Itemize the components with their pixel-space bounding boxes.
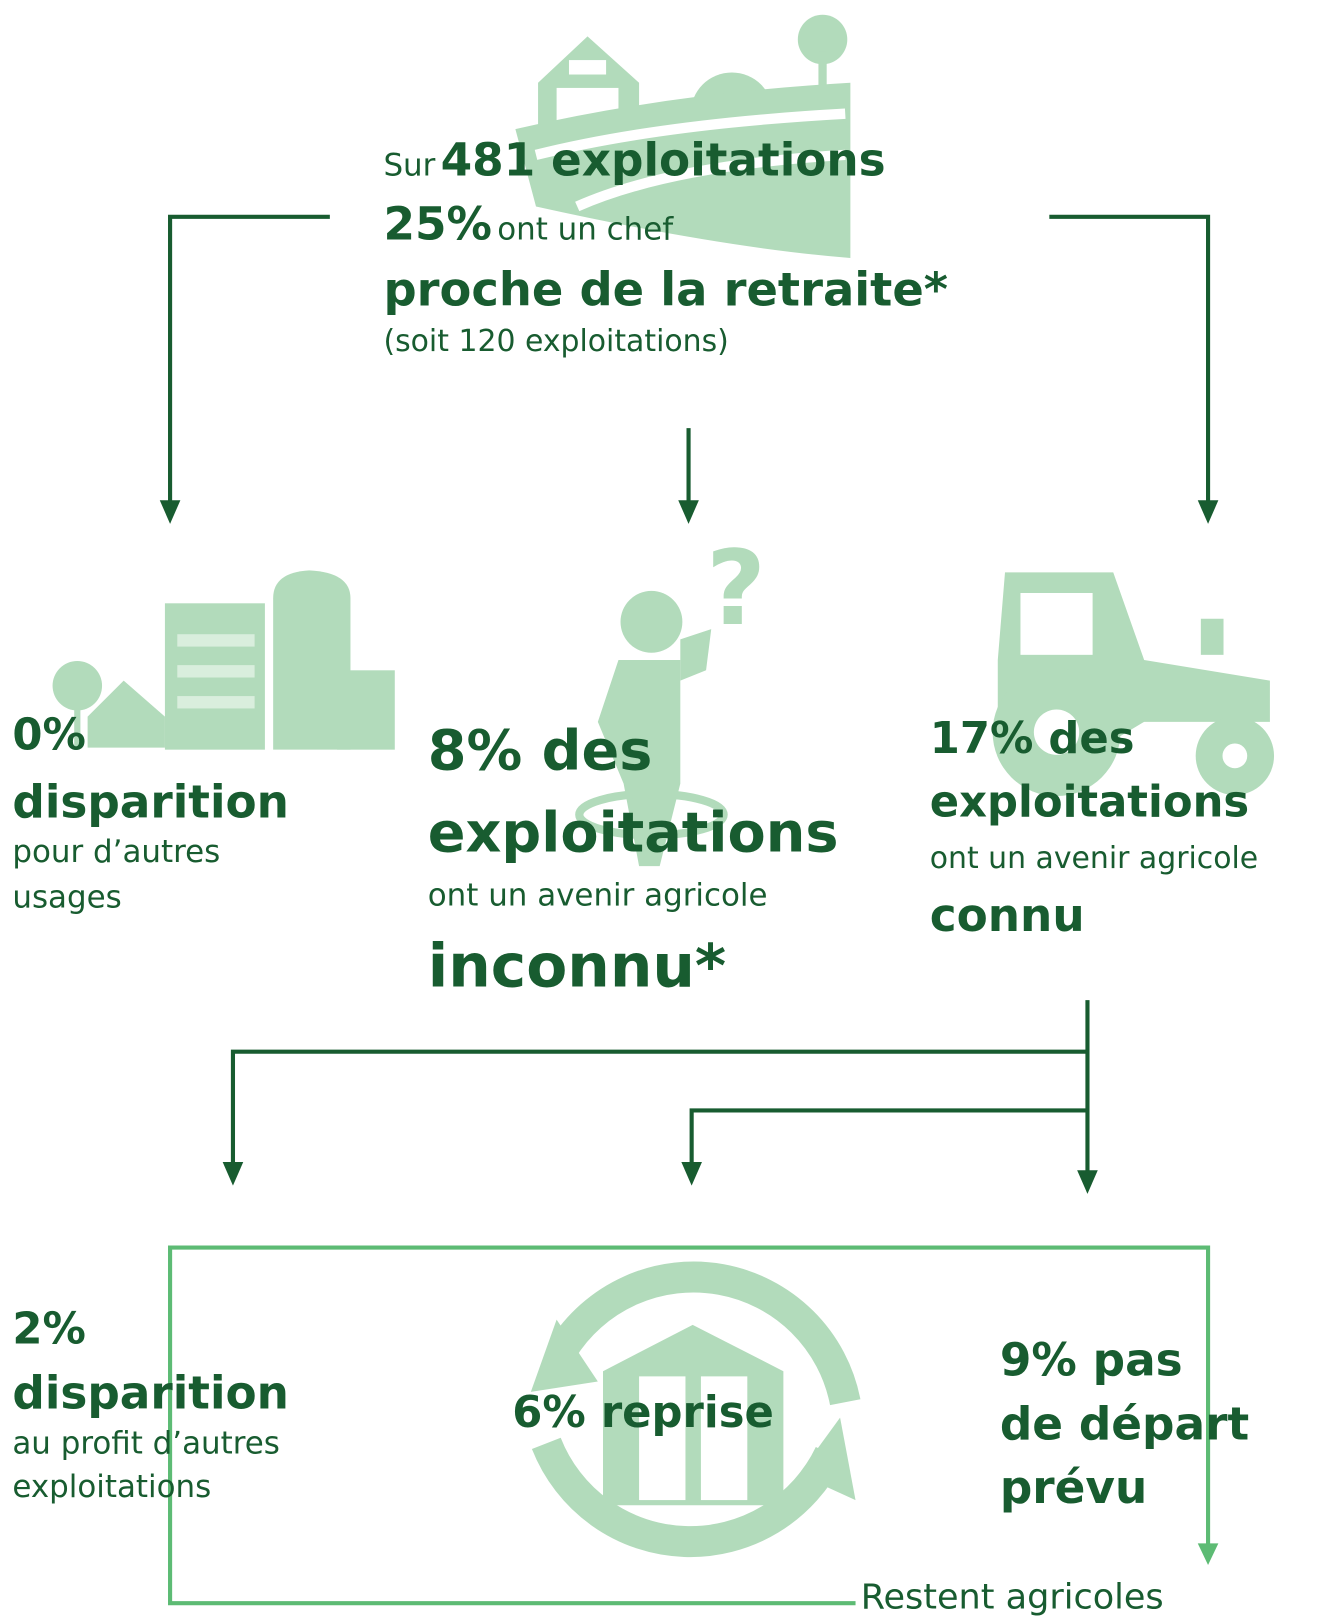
outcome-right-headline: prévu <box>1000 1461 1147 1514</box>
center-highlight: inconnu* <box>428 933 726 1002</box>
right-highlight: connu <box>930 889 1085 942</box>
top-line-1: Sur 481 exploitations <box>383 134 885 187</box>
top-highlight: proche de la retraite* <box>383 262 948 316</box>
left-description: usages <box>12 879 121 915</box>
center-description: ont un avenir agricole <box>428 877 768 913</box>
top-count: 481 exploitations <box>441 134 886 187</box>
left-percent: 0% <box>12 711 85 761</box>
city-icon <box>53 570 395 749</box>
outcome-left-description: au profit d’autres <box>12 1426 280 1462</box>
right-description: ont un avenir agricole <box>930 841 1258 876</box>
outcome-right-headline: de départ <box>1000 1397 1249 1450</box>
outcome-right-headline: 9% pas <box>1000 1333 1183 1386</box>
top-prefix: Sur <box>383 148 435 184</box>
left-title: disparition <box>12 776 289 829</box>
outcome-left-description: exploitations <box>12 1469 211 1505</box>
top-middle: ont un chef <box>497 211 674 247</box>
outcome-center-headline: 6% reprise <box>512 1388 774 1438</box>
right-headline: exploitations <box>930 778 1249 828</box>
diagram: ? Sur 481 exploitations 25% ont <box>0 0 1340 1622</box>
outcome-left-percent: 2% <box>12 1304 85 1354</box>
left-description: pour d’autres <box>12 834 220 870</box>
footer-label: Restent agricoles <box>861 1576 1164 1617</box>
center-headline: 8% des <box>428 718 653 783</box>
svg-text:?: ? <box>706 529 766 649</box>
outcome-left-title: disparition <box>12 1366 289 1419</box>
center-headline: exploitations <box>428 801 839 866</box>
right-headline: 17% des <box>930 714 1135 764</box>
top-note: (soit 120 exploitations) <box>383 324 728 359</box>
top-percent: 25% <box>383 197 492 250</box>
